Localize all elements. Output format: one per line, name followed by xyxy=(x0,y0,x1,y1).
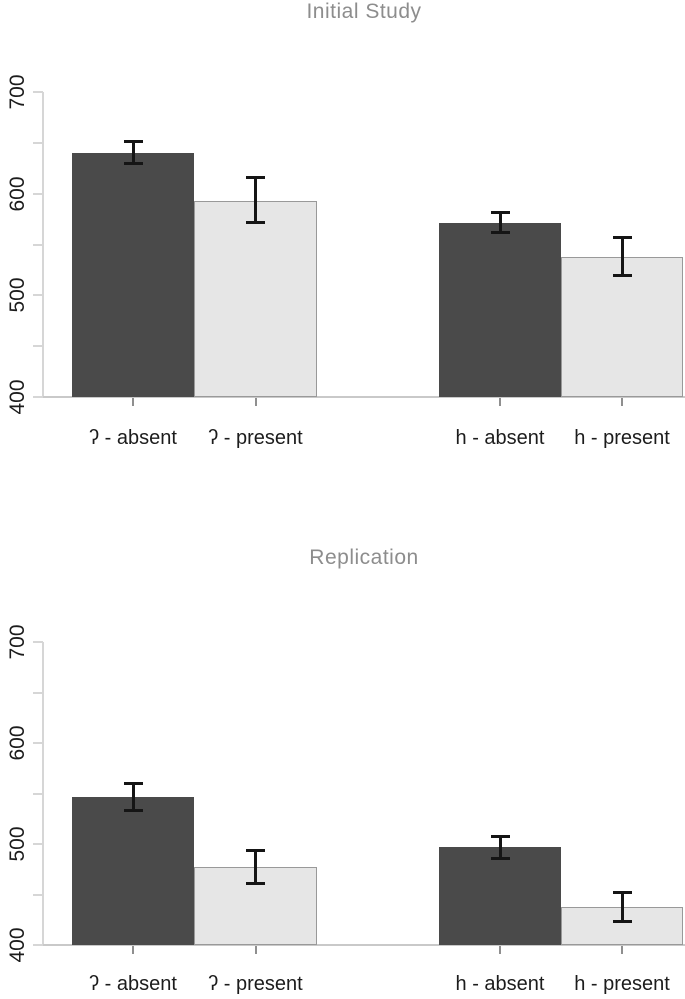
bar-h-present xyxy=(561,256,683,397)
x-axis-label: h - absent xyxy=(455,973,545,995)
y-tick xyxy=(33,294,43,297)
y-tick xyxy=(33,243,43,246)
error-bar xyxy=(131,140,135,165)
y-tick-label: 400 xyxy=(6,927,29,963)
y-axis-line xyxy=(42,92,44,397)
x-axis-label: h - present xyxy=(574,427,670,449)
bar-h-absent xyxy=(439,847,561,945)
y-tick-label: 600 xyxy=(6,725,29,761)
bar-h-present xyxy=(561,906,683,945)
x-tick xyxy=(621,946,623,954)
y-axis-line xyxy=(42,642,44,945)
error-bar-cap-bottom xyxy=(612,274,632,278)
x-tick xyxy=(499,398,501,406)
y-tick-label: 400 xyxy=(6,379,29,415)
y-tick-label: 500 xyxy=(6,277,29,313)
y-tick xyxy=(33,944,43,946)
bar-h-absent xyxy=(439,223,561,397)
bar-ʔ-absent xyxy=(72,796,194,945)
x-axis-line xyxy=(43,396,685,398)
x-axis-line xyxy=(43,944,685,946)
error-bar-cap-bottom xyxy=(246,221,265,225)
error-bar-cap-bottom xyxy=(612,919,632,923)
y-tick xyxy=(33,91,43,93)
error-bar-cap-bottom xyxy=(490,231,510,235)
error-bar-cap-bottom xyxy=(490,857,510,861)
error-bar-cap-top xyxy=(246,176,265,180)
x-axis-label: ʔ - absent xyxy=(89,427,177,449)
y-tick-label: 600 xyxy=(6,176,29,212)
x-tick xyxy=(132,946,134,954)
chart-title: Replication xyxy=(309,546,419,569)
error-bar xyxy=(620,892,624,922)
error-bar-cap-top xyxy=(123,139,143,143)
error-bar-cap-top xyxy=(246,849,265,853)
error-bar-cap-bottom xyxy=(123,162,143,166)
chart-title: Initial Study xyxy=(306,0,422,23)
error-bar-cap-top xyxy=(612,891,632,895)
error-bar xyxy=(498,835,502,860)
y-tick-label: 500 xyxy=(6,826,29,862)
error-bar-cap-top xyxy=(490,210,510,214)
error-bar xyxy=(620,237,624,276)
y-tick xyxy=(33,141,43,144)
bar-ʔ-present xyxy=(194,200,317,397)
x-tick xyxy=(621,398,623,406)
x-tick xyxy=(254,946,257,954)
y-tick-label: 700 xyxy=(6,74,29,110)
y-tick xyxy=(33,192,43,195)
error-bar-cap-top xyxy=(612,236,632,240)
error-bar xyxy=(254,850,257,885)
x-axis-label: ʔ - present xyxy=(208,973,303,995)
y-tick-label: 700 xyxy=(6,624,29,660)
y-tick xyxy=(33,641,43,643)
y-tick xyxy=(33,345,43,348)
error-bar-cap-bottom xyxy=(246,882,265,886)
y-tick xyxy=(33,893,43,896)
bar-ʔ-absent xyxy=(72,153,194,397)
x-tick xyxy=(499,946,501,954)
error-bar xyxy=(254,177,257,224)
error-bar-cap-top xyxy=(490,834,510,838)
y-tick xyxy=(33,843,43,845)
bar-ʔ-present xyxy=(194,867,317,945)
y-tick xyxy=(33,396,43,398)
error-bar xyxy=(131,783,135,811)
y-tick xyxy=(33,691,43,694)
error-bar xyxy=(498,211,502,234)
x-tick xyxy=(254,398,257,406)
x-axis-label: ʔ - present xyxy=(208,427,303,449)
error-bar-cap-top xyxy=(123,782,143,786)
y-tick xyxy=(33,792,43,795)
error-bar-cap-bottom xyxy=(123,808,143,812)
x-axis-label: h - present xyxy=(574,973,670,995)
y-tick xyxy=(33,742,43,744)
x-tick xyxy=(132,398,134,406)
x-axis-label: ʔ - absent xyxy=(89,973,177,995)
x-axis-label: h - absent xyxy=(455,427,545,449)
